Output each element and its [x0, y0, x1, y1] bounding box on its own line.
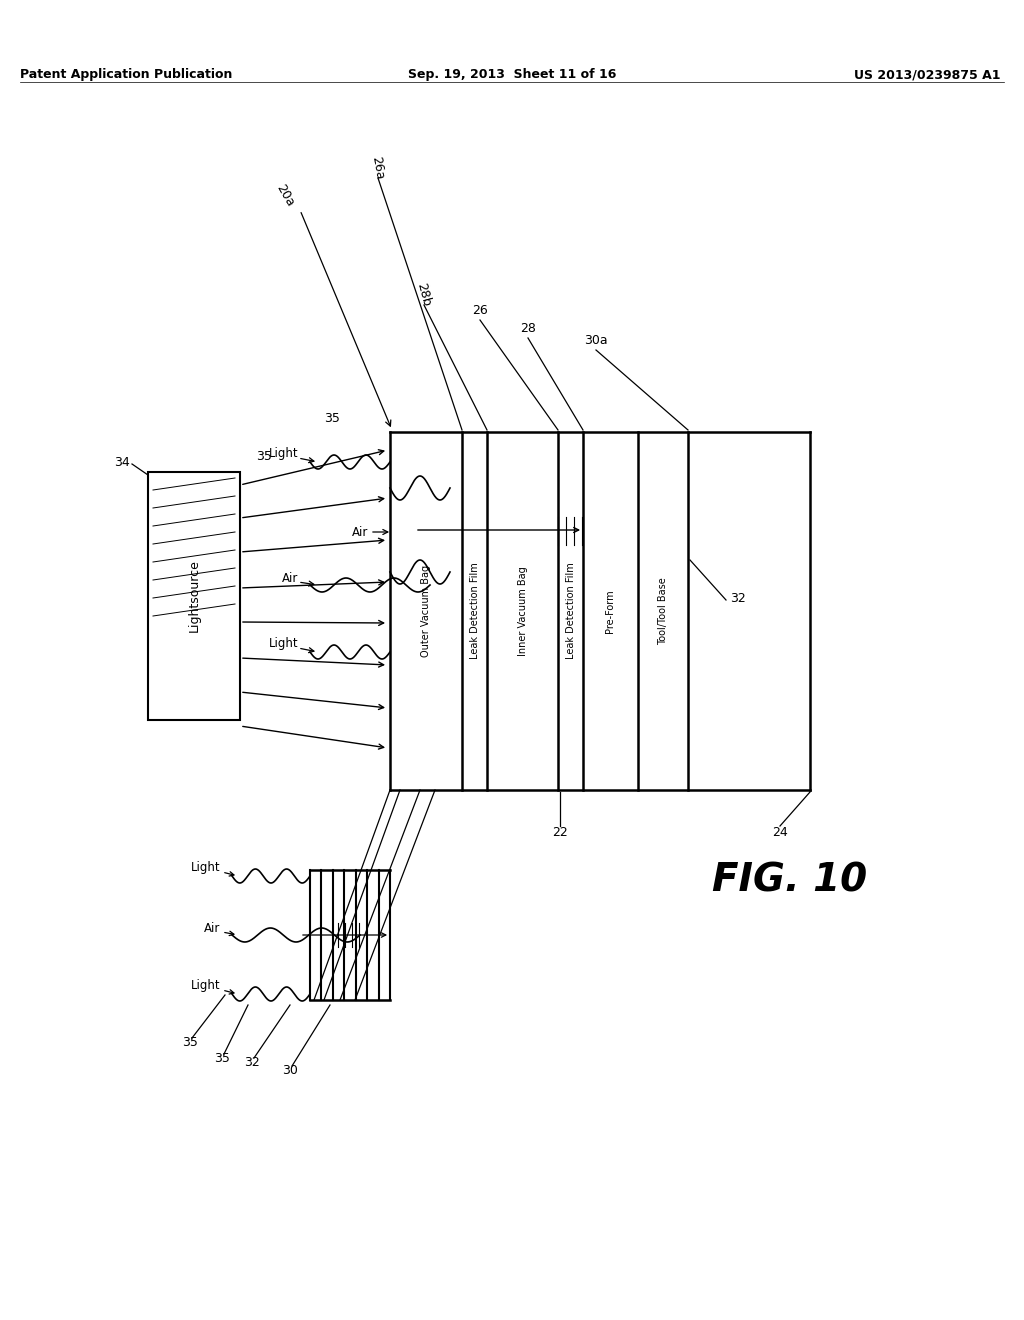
Text: 28b: 28b — [415, 282, 433, 308]
Text: Light: Light — [190, 979, 220, 993]
Bar — [148, 473, 240, 719]
Text: 20a: 20a — [273, 182, 297, 209]
Text: Leak Detection Film: Leak Detection Film — [469, 562, 479, 660]
Text: US 2013/0239875 A1: US 2013/0239875 A1 — [853, 69, 1000, 81]
Text: 24: 24 — [772, 825, 787, 838]
Text: 26: 26 — [472, 304, 487, 317]
Text: 34: 34 — [115, 455, 130, 469]
Text: Lightsource: Lightsource — [187, 560, 201, 632]
Text: Tool/Tool Base: Tool/Tool Base — [658, 577, 668, 645]
Text: Light: Light — [268, 638, 298, 651]
Text: 32: 32 — [730, 591, 745, 605]
Text: Inner Vacuum Bag: Inner Vacuum Bag — [517, 566, 527, 656]
Text: Outer Vacuum Bag: Outer Vacuum Bag — [421, 565, 431, 657]
Text: Air: Air — [204, 921, 220, 935]
Text: Pre-Form: Pre-Form — [605, 589, 615, 632]
Text: Sep. 19, 2013  Sheet 11 of 16: Sep. 19, 2013 Sheet 11 of 16 — [408, 69, 616, 81]
Text: 32: 32 — [244, 1056, 260, 1068]
Text: 35: 35 — [182, 1035, 198, 1048]
Text: Patent Application Publication: Patent Application Publication — [20, 69, 232, 81]
Text: 35: 35 — [324, 412, 340, 425]
Text: Air: Air — [351, 525, 368, 539]
Text: 22: 22 — [552, 825, 568, 838]
Text: Air: Air — [282, 572, 298, 585]
Text: Light: Light — [190, 862, 220, 874]
Text: 35: 35 — [214, 1052, 230, 1064]
Text: Light: Light — [268, 447, 298, 461]
Text: Leak Detection Film: Leak Detection Film — [565, 562, 575, 660]
Text: 28: 28 — [520, 322, 536, 334]
Text: 30a: 30a — [584, 334, 608, 346]
Text: 26a: 26a — [370, 156, 386, 181]
Text: FIG. 10: FIG. 10 — [713, 861, 867, 899]
Text: 30: 30 — [282, 1064, 298, 1077]
Text: 35: 35 — [256, 450, 272, 462]
